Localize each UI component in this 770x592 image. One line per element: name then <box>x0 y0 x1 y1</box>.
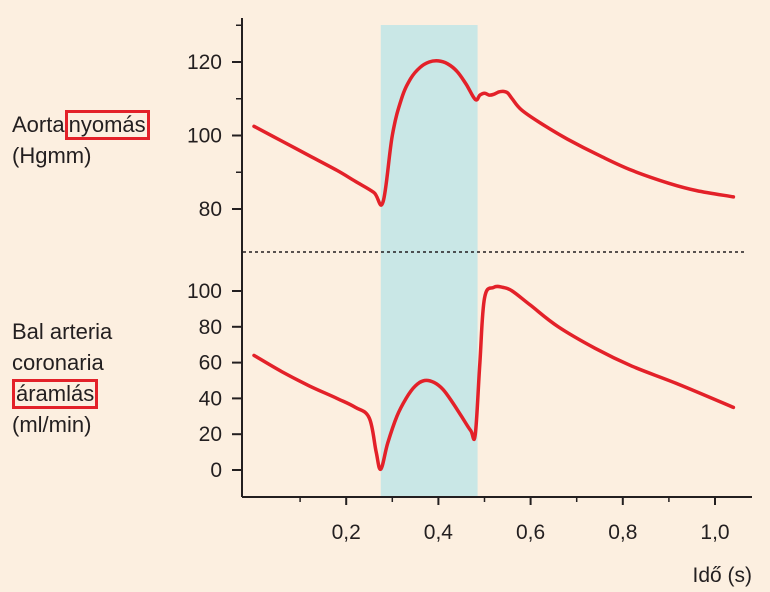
shaded-region <box>380 25 478 497</box>
y-tick-label: 80 <box>199 316 222 339</box>
highlight-box-nyomas: nyomás <box>64 110 150 140</box>
top-panel-label-prefix: Aorta <box>12 112 65 137</box>
y-tick-label: 60 <box>199 352 222 375</box>
top-panel-label: Aorta nyomás (Hgmm) <box>12 109 150 171</box>
y-tick-label: 0 <box>210 459 222 482</box>
x-tick-label: 0,2 <box>332 521 361 544</box>
top-panel-label-line1: Aorta nyomás <box>12 109 150 140</box>
bottom-panel-label-line3: áramlás <box>12 378 112 409</box>
highlight-box-aramlas: áramlás <box>12 379 99 409</box>
x-tick-label: 0,8 <box>608 521 637 544</box>
y-tick-label: 40 <box>199 387 222 410</box>
y-tick-label: 100 <box>187 280 222 303</box>
bottom-panel-label-line2: coronaria <box>12 350 104 375</box>
x-tick-label: 1,0 <box>700 521 729 544</box>
bottom-panel-label-unit: (ml/min) <box>12 412 92 437</box>
y-tick-label: 20 <box>199 423 222 446</box>
series-line-aortic-pressure <box>252 59 736 207</box>
bottom-panel-label-line1: Bal arteria <box>12 319 113 344</box>
y-tick-label: 100 <box>187 125 222 148</box>
series-line-coronary-flow <box>252 284 736 471</box>
x-tick-label: 0,4 <box>424 521 454 544</box>
top-panel-label-unit: (Hgmm) <box>12 143 92 168</box>
x-axis-label: Idő (s) <box>692 564 752 587</box>
x-tick-label: 0,6 <box>516 521 545 544</box>
bottom-panel-label: Bal arteria coronaria áramlás (ml/min) <box>12 316 112 440</box>
y-tick-label: 80 <box>199 198 222 221</box>
y-tick-label: 120 <box>187 51 222 74</box>
